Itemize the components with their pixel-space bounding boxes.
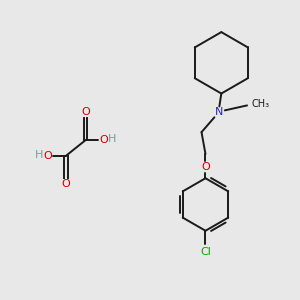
Text: Cl: Cl [200, 247, 211, 256]
Text: N: N [215, 107, 224, 117]
Text: CH₃: CH₃ [252, 99, 270, 110]
Text: O: O [99, 135, 108, 145]
Text: H: H [108, 134, 116, 144]
Text: O: O [201, 162, 210, 172]
Text: O: O [81, 107, 90, 117]
Text: H: H [35, 150, 43, 160]
Text: O: O [44, 151, 52, 161]
Text: O: O [61, 179, 70, 189]
